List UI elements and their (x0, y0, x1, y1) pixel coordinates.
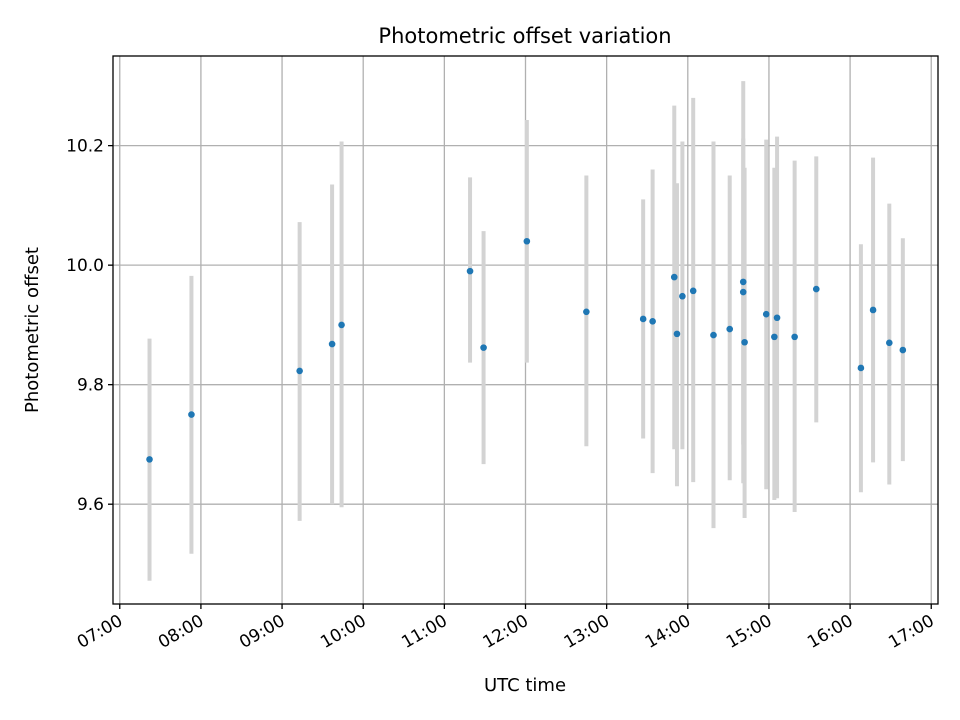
y-tick-label: 9.6 (77, 495, 104, 515)
data-point (791, 333, 798, 341)
data-point (812, 285, 820, 293)
y-tick-label: 10.0 (66, 256, 104, 276)
data-point (726, 325, 734, 333)
data-point (649, 318, 656, 325)
x-axis-label: UTC time (484, 675, 566, 696)
data-point (762, 310, 770, 318)
data-point (338, 321, 345, 329)
data-points (146, 237, 907, 463)
y-tick-label: 10.2 (66, 137, 104, 157)
data-point (773, 314, 781, 322)
chart-title: Photometric offset variation (378, 24, 671, 48)
data-point (869, 306, 877, 314)
data-point (710, 331, 717, 339)
y-axis-ticks: 9.6 9.8 10.0 10.2 (66, 137, 113, 515)
data-point (679, 292, 686, 300)
data-point (689, 287, 697, 295)
data-point (639, 315, 647, 323)
data-point (739, 278, 747, 286)
data-point (146, 456, 153, 463)
data-point (328, 340, 336, 348)
data-point (466, 267, 474, 275)
data-point (673, 330, 681, 338)
data-point (739, 288, 747, 296)
y-tick-label: 9.8 (77, 376, 104, 396)
data-point (670, 273, 678, 281)
data-point (899, 346, 907, 354)
data-point (771, 333, 778, 341)
data-point (523, 237, 531, 245)
y-axis-label: Photometric offset (22, 247, 43, 413)
data-point (741, 338, 748, 346)
data-point (583, 308, 590, 316)
data-point (480, 344, 487, 351)
data-point (857, 364, 865, 372)
data-point (886, 339, 893, 347)
data-point (296, 367, 303, 375)
data-point (188, 411, 195, 418)
